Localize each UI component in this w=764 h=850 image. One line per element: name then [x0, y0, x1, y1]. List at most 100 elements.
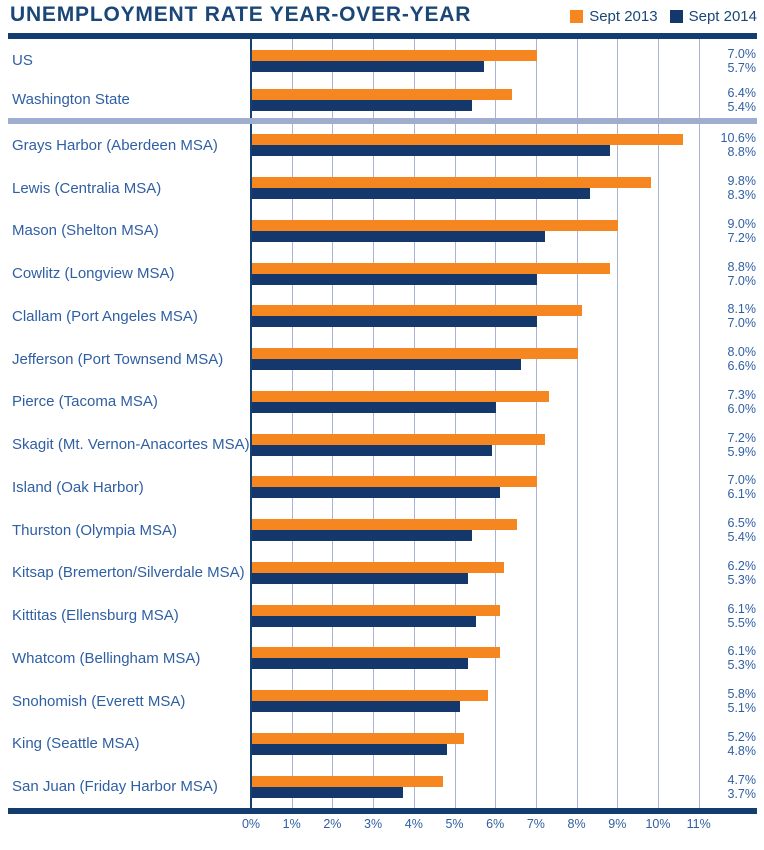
- value-labels: 8.1% 7.0%: [728, 302, 757, 330]
- legend-swatch-sept2014-icon: [669, 10, 683, 23]
- bar-sept2013: [252, 433, 546, 445]
- chart-row: Lewis (Centralia MSA) 9.8% 8.3%: [0, 167, 764, 210]
- chart-row: Island (Oak Harbor) 7.0% 6.1%: [0, 466, 764, 509]
- bar-sept2014: [252, 530, 472, 542]
- bar-sept2013: [252, 305, 582, 317]
- chart-row: Mason (Shelton MSA) 9.0% 7.2%: [0, 210, 764, 253]
- value-labels: 9.0% 7.2%: [728, 217, 757, 245]
- x-tick-label: 0%: [241, 817, 261, 831]
- x-tick-label: 7%: [526, 817, 545, 831]
- bar-sept2013: [252, 519, 517, 531]
- gridline: [617, 39, 619, 808]
- bar-sept2013: [252, 134, 684, 146]
- chart-row: San Juan (Friday Harbor MSA) 4.7% 3.7%: [0, 765, 764, 808]
- bar-sept2014: [252, 743, 448, 755]
- bar-sept2013: [252, 732, 464, 744]
- gridline: [373, 39, 375, 808]
- value-sept2014: 3.7%: [727, 786, 757, 801]
- bar-sept2014: [252, 487, 501, 499]
- bar-group: [252, 561, 505, 584]
- category-label: Kitsap (Bremerton/Silverdale MSA): [12, 564, 245, 582]
- gridline: [495, 39, 497, 808]
- gridline: [698, 39, 700, 808]
- bar-group: [252, 732, 464, 755]
- bar-group: [252, 49, 537, 72]
- category-label: Pierce (Tacoma MSA): [12, 393, 158, 411]
- value-sept2014: 5.7%: [727, 60, 757, 75]
- value-sept2013: 9.0%: [727, 216, 757, 231]
- category-label: Skagit (Mt. Vernon-Anacortes MSA): [12, 436, 250, 454]
- bar-sept2013: [252, 476, 537, 488]
- x-tick-label: 2%: [323, 817, 342, 831]
- value-labels: 7.0% 5.7%: [728, 47, 757, 75]
- bar-sept2014: [252, 145, 611, 157]
- value-sept2014: 8.8%: [727, 145, 757, 160]
- bar-group: [252, 476, 537, 499]
- value-sept2014: 6.6%: [727, 359, 757, 374]
- value-sept2013: 9.8%: [727, 174, 757, 189]
- bar-sept2014: [252, 572, 468, 584]
- value-sept2014: 6.1%: [727, 487, 757, 502]
- bar-sept2013: [252, 561, 505, 573]
- value-sept2013: 8.0%: [727, 345, 757, 360]
- category-label: Lewis (Centralia MSA): [12, 179, 162, 197]
- bar-group: [252, 262, 611, 285]
- header-rule: [8, 33, 757, 39]
- chart-row: Whatcom (Bellingham MSA) 6.1% 5.3%: [0, 637, 764, 680]
- gridline: [454, 39, 456, 808]
- bar-group: [252, 88, 513, 111]
- chart-row: King (Seattle MSA) 5.2% 4.8%: [0, 723, 764, 766]
- chart-row: Kitsap (Bremerton/Silverdale MSA) 6.2% 5…: [0, 552, 764, 595]
- category-label: Thurston (Olympia MSA): [12, 521, 178, 539]
- y-axis-zero-line: [250, 36, 252, 808]
- bar-sept2013: [252, 88, 513, 100]
- bar-sept2013: [252, 348, 578, 360]
- category-label: Snohomish (Everett MSA): [12, 692, 186, 710]
- gridline: [291, 39, 293, 808]
- bar-sept2014: [252, 230, 546, 242]
- value-sept2013: 6.2%: [727, 558, 757, 573]
- value-sept2014: 5.4%: [727, 99, 757, 114]
- bar-sept2013: [252, 177, 651, 189]
- bar-sept2013: [252, 219, 619, 231]
- gridline: [576, 39, 578, 808]
- legend-label-sept2014: Sept 2014: [688, 8, 757, 25]
- bar-sept2013: [252, 775, 444, 787]
- gridline: [413, 39, 415, 808]
- bar-sept2014: [252, 786, 403, 798]
- value-sept2013: 4.7%: [727, 772, 757, 787]
- value-sept2014: 5.5%: [727, 615, 757, 630]
- category-label: Kittitas (Ellensburg MSA): [12, 607, 179, 625]
- bar-sept2014: [252, 615, 476, 627]
- chart-row: Thurston (Olympia MSA) 6.5% 5.4%: [0, 509, 764, 552]
- bar-sept2013: [252, 604, 501, 616]
- x-axis-line: [8, 808, 757, 814]
- chart-row: Clallam (Port Angeles MSA) 8.1% 7.0%: [0, 295, 764, 338]
- gridline: [658, 39, 659, 808]
- value-labels: 5.8% 5.1%: [728, 687, 757, 715]
- bar-group: [252, 390, 550, 413]
- value-labels: 7.0% 6.1%: [728, 473, 757, 501]
- section-divider: [8, 118, 757, 124]
- x-tick-label: 10%: [645, 817, 671, 831]
- value-labels: 9.8% 8.3%: [728, 174, 757, 202]
- bar-sept2014: [252, 60, 484, 72]
- bar-group: [252, 647, 501, 670]
- bar-sept2014: [252, 658, 468, 670]
- x-tick-label: 3%: [364, 817, 383, 831]
- value-labels: 4.7% 3.7%: [728, 773, 757, 801]
- chart-row: Kittitas (Ellensburg MSA) 6.1% 5.5%: [0, 594, 764, 637]
- chart-row: Cowlitz (Longview MSA) 8.8% 7.0%: [0, 252, 764, 295]
- chart-row: Jefferson (Port Townsend MSA) 8.0% 6.6%: [0, 338, 764, 381]
- chart-row: Washington State 6.4% 5.4%: [0, 80, 764, 119]
- value-sept2014: 5.3%: [727, 572, 757, 587]
- value-sept2014: 7.0%: [727, 273, 757, 288]
- value-labels: 7.2% 5.9%: [728, 431, 757, 459]
- value-labels: 8.8% 7.0%: [728, 260, 757, 288]
- legend-label-sept2013: Sept 2013: [589, 8, 658, 25]
- value-labels: 6.5% 5.4%: [728, 516, 757, 544]
- value-sept2013: 7.2%: [727, 430, 757, 445]
- gridline: [535, 39, 537, 808]
- bar-sept2014: [252, 359, 521, 371]
